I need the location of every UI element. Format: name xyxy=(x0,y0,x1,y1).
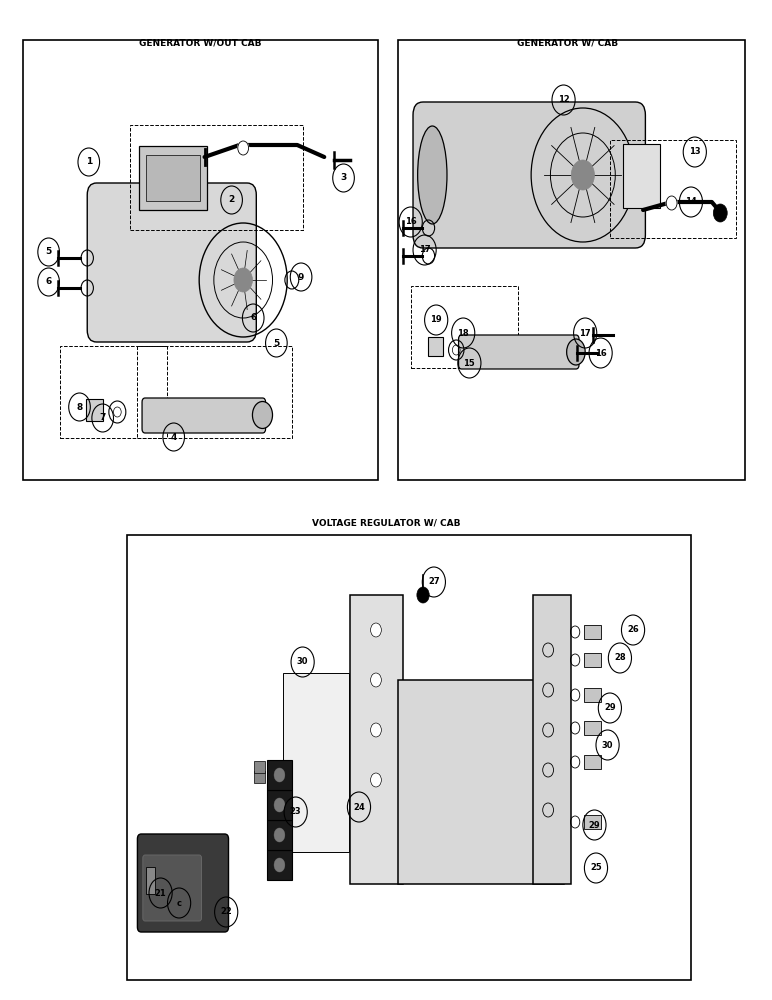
FancyBboxPatch shape xyxy=(139,146,207,210)
FancyBboxPatch shape xyxy=(584,688,601,702)
FancyBboxPatch shape xyxy=(267,820,292,850)
Circle shape xyxy=(274,858,285,872)
FancyBboxPatch shape xyxy=(584,625,601,639)
Ellipse shape xyxy=(567,339,585,365)
Circle shape xyxy=(274,828,285,842)
Circle shape xyxy=(713,204,727,222)
Text: 17: 17 xyxy=(579,328,591,338)
Text: 30: 30 xyxy=(297,658,308,666)
FancyBboxPatch shape xyxy=(137,834,229,932)
FancyBboxPatch shape xyxy=(398,40,745,480)
FancyBboxPatch shape xyxy=(254,761,265,773)
Circle shape xyxy=(371,623,381,637)
Text: GENERATOR W/OUT CAB: GENERATOR W/OUT CAB xyxy=(140,38,262,47)
Text: 13: 13 xyxy=(689,147,701,156)
Text: GENERATOR W/ CAB: GENERATOR W/ CAB xyxy=(517,38,618,47)
Text: 3: 3 xyxy=(340,174,347,182)
FancyBboxPatch shape xyxy=(584,755,601,769)
Text: 1: 1 xyxy=(86,157,92,166)
Circle shape xyxy=(234,268,252,292)
Circle shape xyxy=(371,723,381,737)
FancyBboxPatch shape xyxy=(86,399,103,421)
Text: 29: 29 xyxy=(604,704,616,712)
Text: 27: 27 xyxy=(428,578,440,586)
Circle shape xyxy=(371,773,381,787)
FancyBboxPatch shape xyxy=(584,721,601,735)
FancyBboxPatch shape xyxy=(584,815,601,829)
Ellipse shape xyxy=(418,126,447,224)
Circle shape xyxy=(666,196,677,210)
FancyBboxPatch shape xyxy=(283,673,349,852)
FancyBboxPatch shape xyxy=(267,760,292,790)
Circle shape xyxy=(274,798,285,812)
Text: 7: 7 xyxy=(100,414,106,422)
Text: 29: 29 xyxy=(588,820,601,830)
Text: 16: 16 xyxy=(594,349,607,358)
Text: 18: 18 xyxy=(457,328,469,338)
FancyBboxPatch shape xyxy=(23,40,378,480)
FancyBboxPatch shape xyxy=(267,790,292,820)
FancyBboxPatch shape xyxy=(87,183,256,342)
FancyBboxPatch shape xyxy=(350,595,403,884)
Text: 26: 26 xyxy=(627,626,639,635)
Circle shape xyxy=(571,160,594,190)
FancyBboxPatch shape xyxy=(146,867,155,894)
Text: 6: 6 xyxy=(46,277,52,286)
FancyBboxPatch shape xyxy=(623,144,660,208)
Text: 6: 6 xyxy=(250,314,256,322)
FancyBboxPatch shape xyxy=(146,155,200,201)
Text: 5: 5 xyxy=(46,247,52,256)
FancyBboxPatch shape xyxy=(413,102,645,248)
Text: 4: 4 xyxy=(171,432,177,442)
Text: 22: 22 xyxy=(220,908,232,916)
Text: 2: 2 xyxy=(229,196,235,205)
Text: 19: 19 xyxy=(430,316,442,324)
Text: 12: 12 xyxy=(557,96,570,104)
FancyBboxPatch shape xyxy=(428,337,443,356)
FancyBboxPatch shape xyxy=(142,398,266,433)
FancyBboxPatch shape xyxy=(254,771,265,783)
Circle shape xyxy=(371,673,381,687)
Circle shape xyxy=(274,768,285,782)
FancyBboxPatch shape xyxy=(127,535,691,980)
Text: c: c xyxy=(177,898,181,908)
Text: 25: 25 xyxy=(590,863,602,872)
Text: 21: 21 xyxy=(154,888,167,898)
Text: 5: 5 xyxy=(273,338,279,348)
Text: 16: 16 xyxy=(405,218,417,227)
Text: 15: 15 xyxy=(463,359,476,367)
FancyBboxPatch shape xyxy=(143,855,201,921)
Text: 23: 23 xyxy=(290,808,302,816)
Ellipse shape xyxy=(252,401,273,428)
Text: 30: 30 xyxy=(602,740,613,750)
FancyBboxPatch shape xyxy=(459,335,579,369)
Text: 14: 14 xyxy=(685,198,697,207)
Text: VOLTAGE REGULATOR W/ CAB: VOLTAGE REGULATOR W/ CAB xyxy=(312,518,460,528)
FancyBboxPatch shape xyxy=(584,653,601,667)
Circle shape xyxy=(417,587,429,603)
Text: 9: 9 xyxy=(298,272,304,282)
FancyBboxPatch shape xyxy=(398,680,564,884)
Text: 24: 24 xyxy=(353,802,365,812)
Text: 8: 8 xyxy=(76,402,83,412)
FancyBboxPatch shape xyxy=(533,595,571,884)
Text: 17: 17 xyxy=(418,245,431,254)
FancyBboxPatch shape xyxy=(267,850,292,880)
Text: 28: 28 xyxy=(614,654,626,662)
Circle shape xyxy=(238,141,249,155)
